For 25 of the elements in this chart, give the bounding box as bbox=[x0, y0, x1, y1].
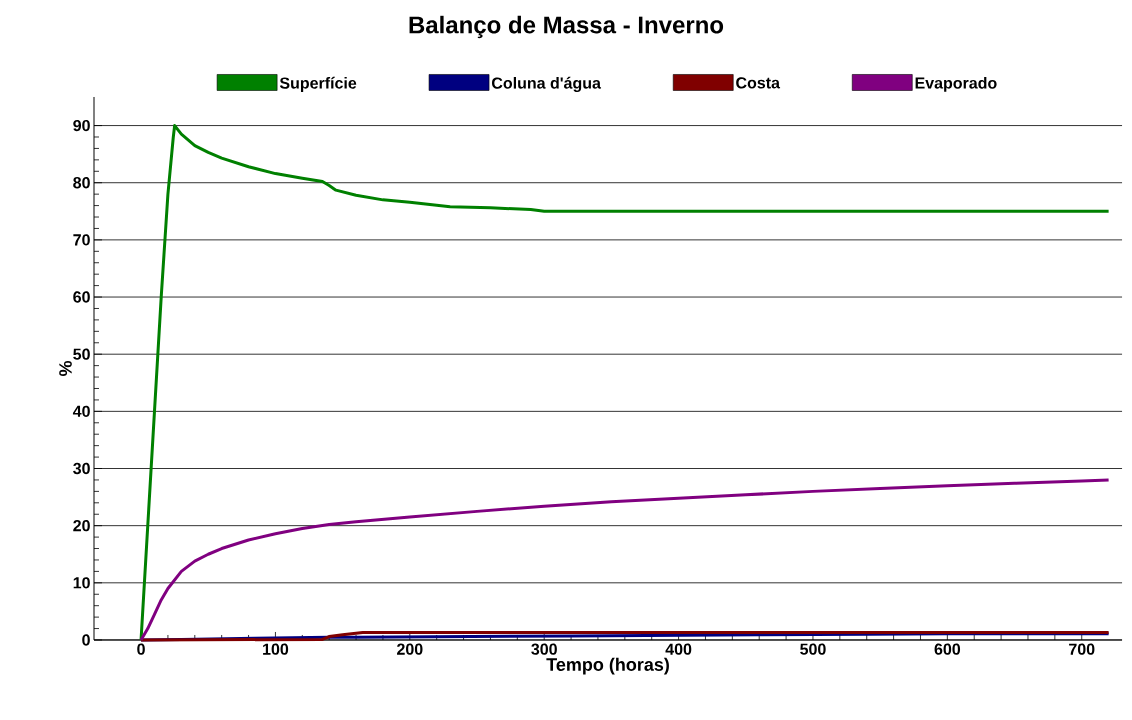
x-axis-title: Tempo (horas) bbox=[546, 657, 669, 675]
x-tick-label: 200 bbox=[397, 643, 423, 655]
x-tick-label: 700 bbox=[1069, 643, 1095, 655]
x-tick-label: 300 bbox=[531, 643, 557, 655]
y-tick-label: 90 bbox=[73, 119, 90, 132]
legend-label: Costa bbox=[736, 77, 781, 89]
x-tick-label: 0 bbox=[137, 643, 145, 655]
y-tick-label: 60 bbox=[73, 291, 90, 303]
y-tick-label: 30 bbox=[73, 462, 90, 475]
x-tick-label: 400 bbox=[665, 643, 692, 655]
y-tick-label: 20 bbox=[73, 520, 90, 532]
y-axis-title: % bbox=[59, 360, 72, 377]
y-tick-label: 10 bbox=[73, 577, 90, 589]
y-tick-label: 70 bbox=[73, 234, 90, 246]
x-tick-label: 500 bbox=[800, 643, 826, 655]
y-tick-label: 0 bbox=[82, 634, 90, 646]
x-tick-label: 600 bbox=[934, 643, 961, 655]
legend-label: Coluna d'água bbox=[492, 76, 602, 92]
y-tick-label: 40 bbox=[72, 405, 90, 418]
y-tick-label: 80 bbox=[73, 177, 90, 189]
legend-label: Superfície bbox=[279, 76, 357, 92]
y-tick-label: 50 bbox=[73, 348, 90, 360]
chart-title: Balanço de Massa - Inverno bbox=[409, 15, 724, 39]
x-tick-label: 100 bbox=[263, 643, 289, 655]
legend-label: Evaporado bbox=[915, 76, 997, 92]
